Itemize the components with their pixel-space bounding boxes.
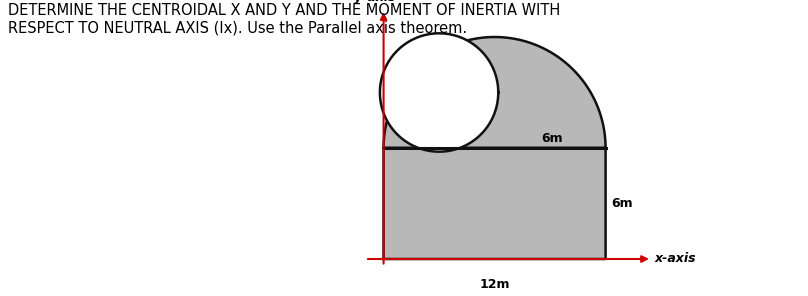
Text: x-axis: x-axis <box>654 252 696 266</box>
Text: 6m: 6m <box>611 197 633 210</box>
Text: y-axis: y-axis <box>354 0 395 4</box>
Polygon shape <box>384 37 605 259</box>
Text: DETERMINE THE CENTROIDAL X AND Y AND THE MOMENT OF INERTIA WITH
RESPECT TO NEUTR: DETERMINE THE CENTROIDAL X AND Y AND THE… <box>8 3 560 35</box>
Text: 6m: 6m <box>541 132 562 145</box>
Polygon shape <box>380 33 499 152</box>
Text: 12m: 12m <box>479 278 510 290</box>
